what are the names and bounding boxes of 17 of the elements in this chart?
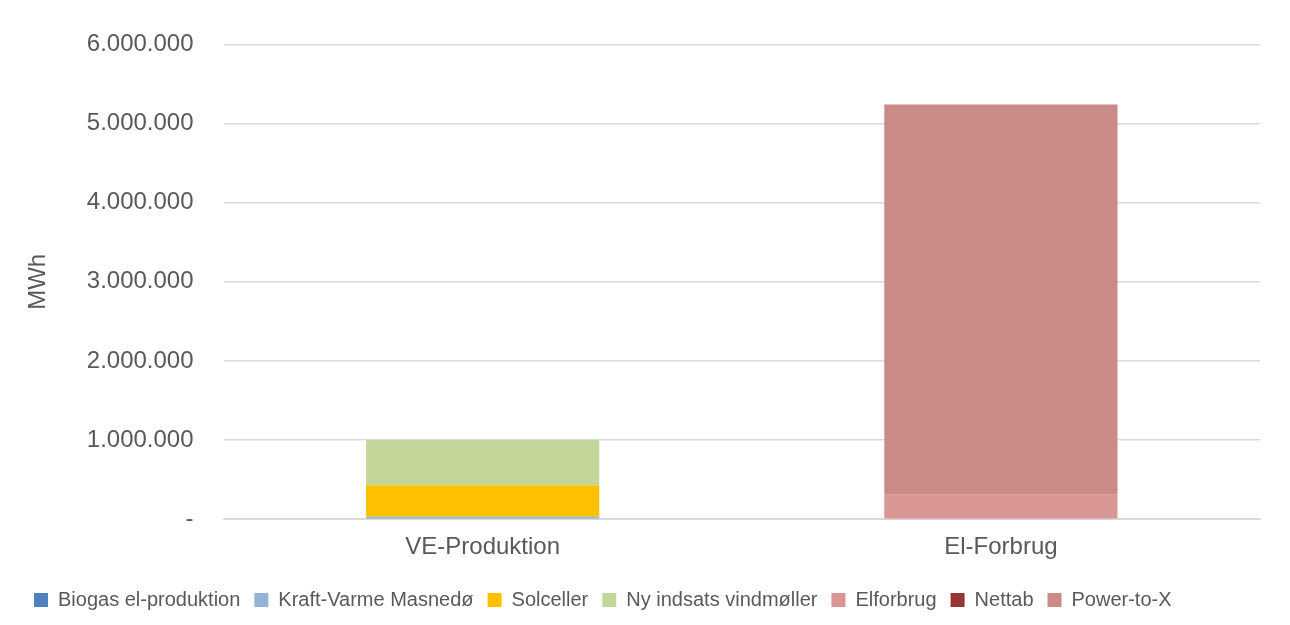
legend-label: Solceller: [511, 587, 589, 610]
y-tick-label: 4.000.000: [86, 187, 194, 215]
legend-label: Power-to-X: [1071, 587, 1172, 610]
legend-label: Ny indsats vindmøller: [626, 587, 818, 610]
y-tick-label: -: [185, 503, 194, 531]
legend-label: Nettab: [974, 587, 1034, 610]
y-tick-label: 5.000.000: [86, 108, 194, 136]
y-axis-title: MWh: [23, 253, 51, 310]
x-tick-label: VE-Produktion: [405, 532, 561, 560]
y-tick-label: 1.000.000: [86, 424, 194, 452]
y-tick-label: 3.000.000: [86, 266, 194, 294]
y-tick-label: 6.000.000: [86, 29, 194, 57]
x-tick-label: El-Forbrug: [944, 532, 1058, 560]
legend-label: Kraft-Varme Masnedø: [278, 587, 474, 610]
legend-label: Biogas el-produktion: [58, 587, 241, 610]
y-tick-label: 2.000.000: [86, 345, 194, 373]
legend-label: Elforbrug: [855, 587, 937, 610]
